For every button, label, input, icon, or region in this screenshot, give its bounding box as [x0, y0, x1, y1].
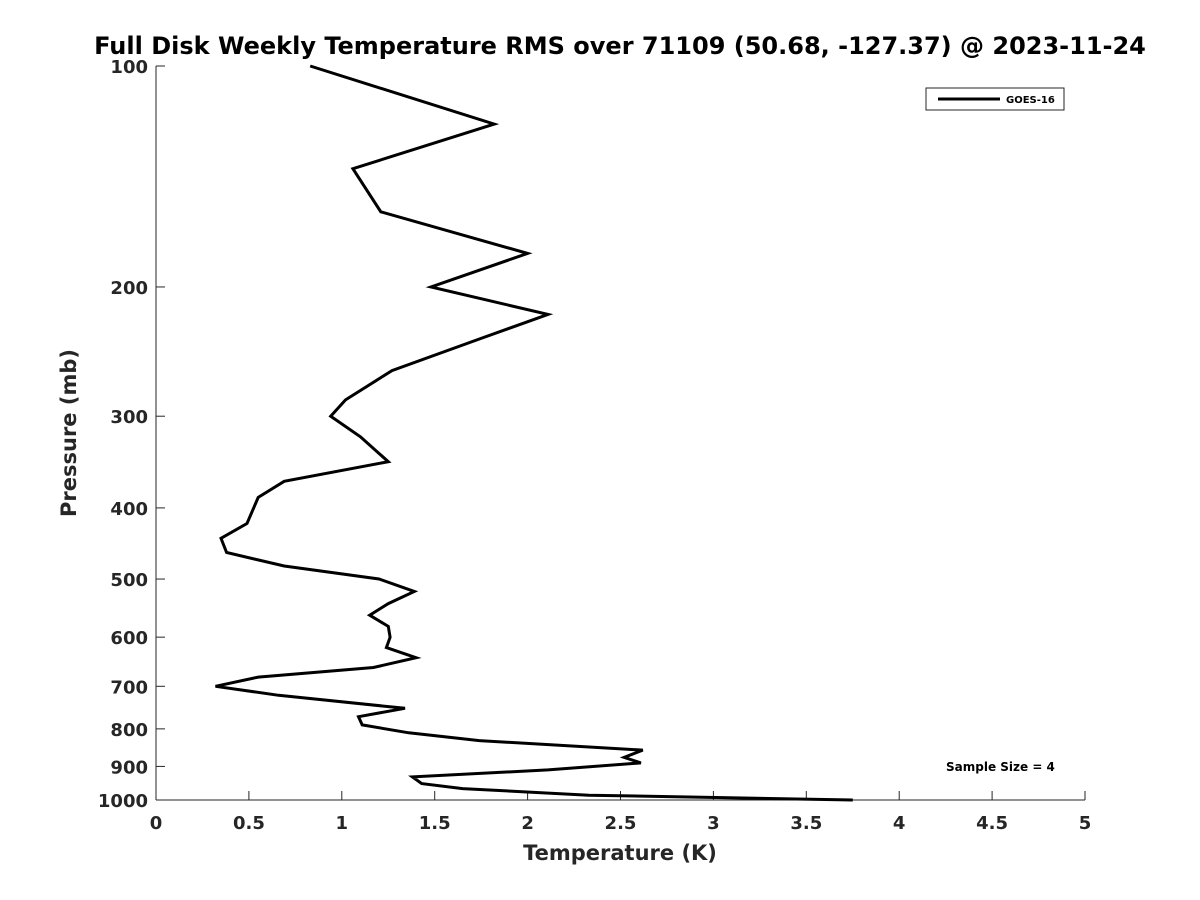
legend-entry-label: GOES-16 — [1006, 95, 1055, 106]
y-tick-label: 200 — [110, 278, 148, 299]
x-axis-label: Temperature (K) — [523, 841, 717, 865]
y-tick-label: 400 — [110, 499, 148, 520]
x-tick-label: 2 — [521, 813, 534, 834]
x-tick-label: 4 — [893, 813, 906, 834]
x-tick-label: 1 — [336, 813, 349, 834]
x-tick-label: 5 — [1079, 813, 1092, 834]
x-tick-label: 3 — [707, 813, 720, 834]
x-tick-label: 0 — [150, 813, 163, 834]
x-tick-label: 3.5 — [790, 813, 822, 834]
sample-size-annotation: Sample Size = 4 — [946, 760, 1055, 774]
y-tick-label: 900 — [110, 757, 148, 778]
y-tick-label: 500 — [110, 570, 148, 591]
x-tick-label: 4.5 — [976, 813, 1008, 834]
x-tick-label: 0.5 — [233, 813, 265, 834]
series-line-goes-16 — [215, 64, 853, 802]
y-tick-label: 100 — [110, 57, 148, 78]
y-tick-label: 800 — [110, 720, 148, 741]
x-tick-label: 2.5 — [605, 813, 637, 834]
y-tick-label: 600 — [110, 628, 148, 649]
y-tick-label: 1000 — [98, 791, 148, 812]
y-tick-label: 700 — [110, 677, 148, 698]
plot-axes — [155, 66, 1085, 801]
y-axis-label: Pressure (mb) — [57, 349, 81, 517]
x-axis-ticks: 0 0.5 1 1.5 2 2.5 3 3.5 4 4.5 5 — [150, 791, 1092, 834]
x-tick-label: 1.5 — [419, 813, 451, 834]
series-layer — [215, 64, 853, 802]
y-axis-ticks: 100 200 300 400 500 600 700 800 900 1000 — [98, 57, 165, 812]
y-tick-label: 300 — [110, 407, 148, 428]
chart-title: Full Disk Weekly Temperature RMS over 71… — [94, 32, 1146, 60]
legend: GOES-16 — [925, 87, 1065, 111]
